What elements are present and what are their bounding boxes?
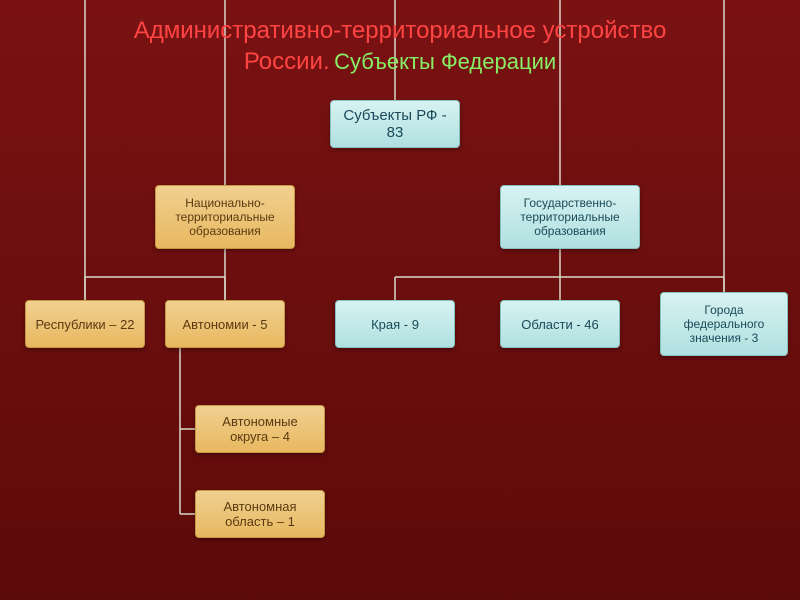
node-national: Национально-территориальные образования: [155, 185, 295, 249]
node-ao: Автономная область – 1: [195, 490, 325, 538]
node-republics: Республики – 22: [25, 300, 145, 348]
title-line2b: Субъекты Федерации: [334, 49, 556, 74]
node-oblasti: Области - 46: [500, 300, 620, 348]
node-kraya: Края - 9: [335, 300, 455, 348]
title-line2a: России.: [244, 48, 330, 75]
node-autonomies: Автономии - 5: [165, 300, 285, 348]
node-okruga: Автономные округа – 4: [195, 405, 325, 453]
node-root: Субъекты РФ - 83: [330, 100, 460, 148]
title-line1: Административно-территориальное устройст…: [134, 17, 667, 44]
slide-title: Административно-территориальное устройст…: [0, 15, 800, 77]
node-state: Государственно-территориальные образован…: [500, 185, 640, 249]
node-cities: Города федерального значения - 3: [660, 292, 788, 356]
